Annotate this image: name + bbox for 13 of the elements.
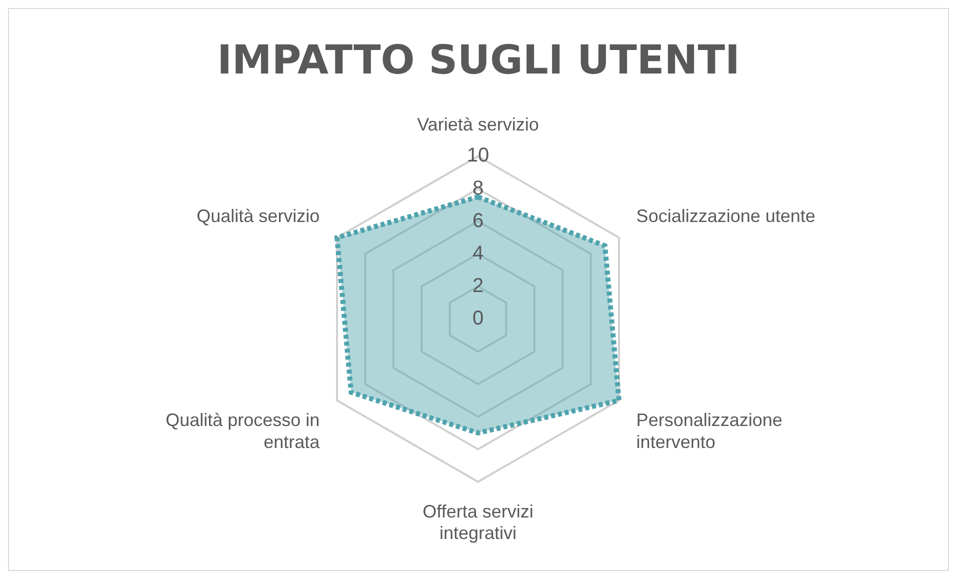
y-tick-label: 6	[472, 210, 484, 232]
y-tick-label: 0	[472, 308, 484, 330]
spoke-label: Qualità servizio	[196, 206, 320, 226]
chart-title: IMPATTO SUGLI UTENTI	[217, 37, 740, 84]
spoke-label: Personalizzazione intervento	[636, 410, 782, 452]
spoke-label: Qualità processo in entrata	[166, 410, 321, 452]
spoke-label: Offerta servizi integrativi	[422, 502, 534, 544]
spoke-label: Socializzazione utente	[636, 206, 816, 226]
y-tick-label: 2	[472, 274, 484, 297]
y-tick-label: 10	[466, 144, 490, 167]
y-tick-label: 4	[472, 242, 484, 264]
y-tick-label: 8	[472, 177, 484, 200]
spoke-label: Varietà servizio	[417, 114, 539, 134]
